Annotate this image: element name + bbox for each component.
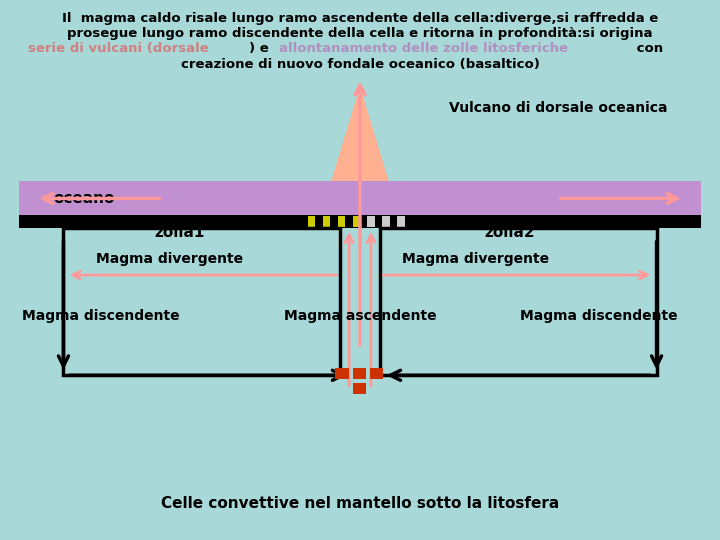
Text: oceano: oceano xyxy=(53,191,114,206)
Bar xyxy=(369,368,383,379)
Text: ) e: ) e xyxy=(249,42,274,55)
Text: zolla2: zolla2 xyxy=(485,225,535,240)
Bar xyxy=(63,228,340,375)
Bar xyxy=(353,216,360,227)
Text: Magma divergente: Magma divergente xyxy=(402,252,549,266)
Bar xyxy=(353,383,366,394)
Bar xyxy=(405,216,413,227)
Bar xyxy=(19,215,701,228)
Text: con: con xyxy=(632,42,663,55)
Bar xyxy=(19,181,701,216)
Bar xyxy=(323,216,330,227)
Text: Magma divergente: Magma divergente xyxy=(96,252,243,266)
Bar xyxy=(367,216,375,227)
Text: Il  magma caldo risale lungo ramo ascendente della cella:diverge,si raffredda e: Il magma caldo risale lungo ramo ascende… xyxy=(62,12,658,25)
Bar xyxy=(330,216,338,227)
Text: Celle convettive nel mantello sotto la litosfera: Celle convettive nel mantello sotto la l… xyxy=(161,496,559,511)
Bar xyxy=(360,216,367,227)
Text: Vulcano di dorsale oceanica: Vulcano di dorsale oceanica xyxy=(449,101,667,115)
Text: allontanamento delle zolle litosferiche: allontanamento delle zolle litosferiche xyxy=(279,42,568,55)
Bar xyxy=(307,216,315,227)
Bar xyxy=(353,368,366,379)
Bar xyxy=(345,216,353,227)
Bar xyxy=(315,216,323,227)
Text: zolla1: zolla1 xyxy=(154,225,204,240)
Text: Magma discendente: Magma discendente xyxy=(22,309,180,323)
Bar xyxy=(397,216,405,227)
Bar xyxy=(380,228,657,375)
Text: prosegue lungo ramo discendente della cella e ritorna in profondità:si origina: prosegue lungo ramo discendente della ce… xyxy=(67,27,653,40)
Bar xyxy=(390,216,397,227)
Text: Magma discendente: Magma discendente xyxy=(520,309,678,323)
Bar xyxy=(375,216,382,227)
Text: creazione di nuovo fondale oceanico (basaltico): creazione di nuovo fondale oceanico (bas… xyxy=(181,58,539,71)
Text: serie di vulcani (dorsale: serie di vulcani (dorsale xyxy=(28,42,209,55)
Bar xyxy=(336,368,349,379)
Text: Magma ascendente: Magma ascendente xyxy=(284,309,436,323)
Polygon shape xyxy=(331,86,389,181)
Text: serie di vulcani (dorsale) e allontanamento delle zolle litosferiche con: serie di vulcani (dorsale) e allontaname… xyxy=(0,539,1,540)
Bar xyxy=(338,216,345,227)
Bar xyxy=(382,216,390,227)
